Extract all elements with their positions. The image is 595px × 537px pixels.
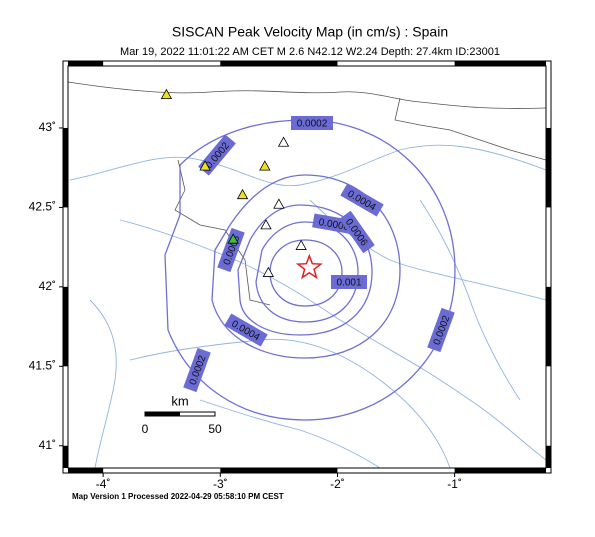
x-tick-label: -1˚ (447, 477, 462, 491)
river (119, 219, 547, 461)
frame-bar (546, 286, 551, 367)
contour-label-box (340, 183, 384, 217)
y-tick-label: 42.5˚ (29, 200, 56, 214)
station (262, 266, 275, 277)
contour-label-text: 0.001 (336, 278, 361, 289)
y-tick-label: 43˚ (39, 120, 56, 134)
river (129, 338, 451, 469)
frame-bar (68, 61, 104, 66)
frame-bar (454, 468, 546, 473)
contour-label-box (183, 347, 211, 393)
map-background (68, 66, 546, 468)
y-tick-label: 41.5˚ (29, 358, 56, 372)
scale-label: 0 (142, 422, 149, 436)
footer: Map Version 1 Processed 2022-04-29 05:58… (72, 492, 284, 501)
map-area: 0.00020.00020.00040.00080.00060.00060.00… (67, 66, 547, 469)
contour-label-box (224, 313, 268, 347)
x-tick-label: -4˚ (96, 477, 111, 491)
station (295, 239, 307, 250)
station (199, 160, 211, 171)
station (277, 136, 290, 147)
contour-label: 0.0002 (291, 116, 333, 130)
river (69, 144, 547, 187)
scale-unit: km (171, 393, 188, 408)
y-tick-label: 41˚ (39, 438, 56, 452)
contour-label-box (291, 116, 333, 130)
map-title: SISCAN Peak Velocity Map (in cm/s) : Spa… (172, 24, 448, 40)
contour-label: 0.001 (331, 275, 367, 289)
contour-label-box (312, 213, 356, 235)
station (227, 233, 239, 244)
frame-bar (68, 468, 104, 473)
map-subtitle: Mar 19, 2022 11:01:22 AM CET M 2.6 N42.1… (120, 46, 500, 58)
contour-label-box (339, 210, 375, 254)
station (160, 88, 173, 100)
contour (164, 119, 456, 421)
station (236, 188, 249, 200)
frame-bar (454, 61, 546, 66)
station (273, 198, 285, 209)
station (259, 160, 271, 171)
river (89, 299, 117, 469)
contour (269, 239, 343, 307)
frame-bar (220, 468, 338, 473)
river (419, 199, 521, 401)
epicenter (295, 253, 323, 280)
x-tick-label: -3˚ (213, 477, 228, 491)
frame (67, 65, 547, 469)
frame-bar (546, 445, 551, 468)
frame (62, 60, 552, 474)
scale-label: 50 (208, 422, 222, 436)
border-line (394, 97, 547, 161)
contour-label-box (331, 275, 367, 289)
frame-bar (63, 286, 68, 367)
y-tick-label: 42˚ (39, 279, 56, 293)
contour (255, 221, 359, 323)
frame-bar (220, 61, 338, 66)
contour-label-box (217, 227, 245, 273)
station (260, 219, 272, 230)
scale-bar (145, 412, 180, 416)
frame-bar (63, 445, 68, 468)
border-line (174, 159, 271, 306)
frame-bar (546, 127, 551, 208)
river (199, 399, 381, 469)
contour (211, 174, 401, 359)
contour-label-box (427, 307, 455, 353)
x-tick-label: -2˚ (330, 477, 345, 491)
frame-bar (63, 127, 68, 208)
contour-label-text: 0.0002 (297, 119, 328, 130)
